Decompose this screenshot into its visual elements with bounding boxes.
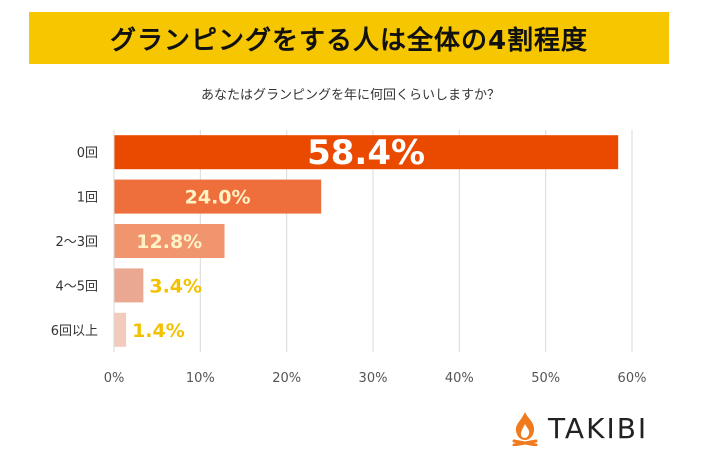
x-tick-label: 0% — [104, 371, 125, 386]
category-label: 4～5回 — [55, 279, 98, 294]
value-label: 12.8% — [136, 231, 202, 253]
category-label: 2～3回 — [55, 235, 98, 250]
campfire-icon — [512, 412, 538, 446]
bar — [114, 224, 225, 258]
x-tick-label: 10% — [186, 371, 215, 386]
x-tick-label: 60% — [618, 371, 647, 386]
takibi-logo: TAKIBI — [508, 408, 648, 448]
chart-question: あなたはグランピングを年に何回くらいしますか？ — [200, 88, 500, 103]
x-tick-label: 50% — [531, 371, 560, 386]
bar — [114, 179, 322, 214]
value-label: 1.4% — [132, 320, 185, 342]
x-tick-label: 30% — [359, 371, 388, 386]
category-label: 0回 — [77, 146, 98, 161]
x-tick-label: 20% — [272, 371, 301, 386]
category-label: 6回以上 — [51, 324, 98, 339]
category-label: 1回 — [77, 191, 98, 206]
bar — [114, 135, 619, 170]
x-tick-label: 40% — [445, 371, 474, 386]
page-title: グランピングをする人は全体の4割程度 — [109, 25, 589, 56]
bar — [114, 312, 127, 347]
brand-name: TAKIBI — [548, 411, 649, 445]
bar — [114, 268, 144, 303]
title-banner: グランピングをする人は全体の4割程度 — [29, 12, 669, 64]
value-label: 3.4% — [149, 275, 202, 297]
value-label: 24.0% — [185, 187, 251, 209]
value-label: 58.4% — [307, 133, 425, 173]
